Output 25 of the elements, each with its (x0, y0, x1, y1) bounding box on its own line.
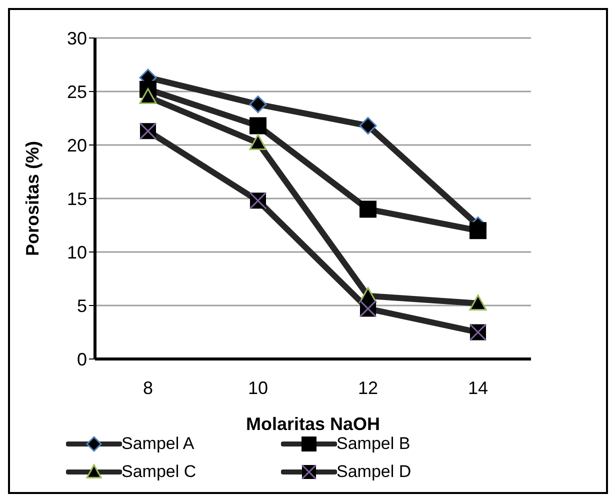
y-tick-label: 15 (66, 188, 87, 209)
point (470, 222, 486, 240)
y-tick-label: 30 (66, 28, 87, 48)
point (139, 88, 157, 104)
legend-label: Sampel C (122, 462, 196, 482)
y-tick-label: 25 (66, 82, 87, 102)
y-tick-label: 5 (76, 296, 87, 316)
x-axis-title: Molaritas NaOH (246, 414, 380, 434)
point (360, 200, 376, 218)
x-tick-label: 14 (468, 378, 488, 398)
y-tick-label: 10 (66, 242, 87, 262)
x-tick-label: 12 (358, 378, 378, 398)
y-tick-label: 0 (76, 349, 87, 370)
y-axis-title: Porositas (%) (22, 140, 42, 256)
point (249, 96, 267, 114)
point (249, 134, 267, 150)
legend-label: Sampel B (336, 434, 410, 454)
point (359, 116, 377, 134)
point (250, 117, 266, 134)
x-tick-label: 10 (248, 378, 268, 398)
legend-label: Sampel D (336, 462, 412, 482)
y-tick-label: 20 (66, 135, 87, 156)
point (469, 294, 487, 311)
legend-label: Sampel A (122, 434, 194, 454)
x-tick-label: 8 (142, 378, 154, 398)
